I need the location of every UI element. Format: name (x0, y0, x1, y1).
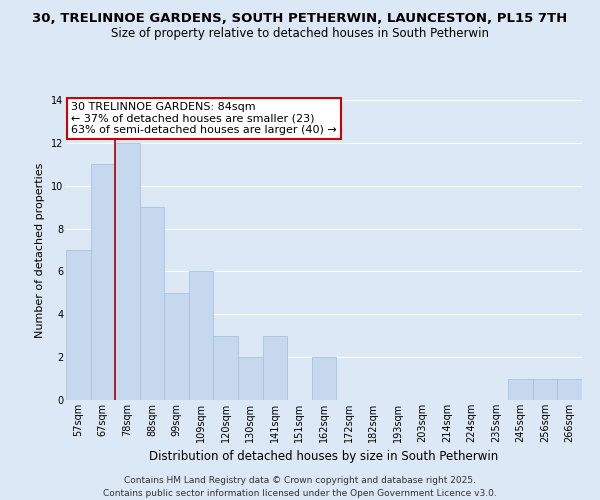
Bar (263, 336, 287, 400)
Y-axis label: Number of detached properties: Number of detached properties (35, 162, 45, 338)
Bar (508, 378, 533, 400)
Bar (115, 143, 140, 400)
Bar (533, 378, 557, 400)
Bar (189, 272, 214, 400)
Bar (66, 250, 91, 400)
Bar (214, 336, 238, 400)
Bar (557, 378, 582, 400)
Bar (91, 164, 115, 400)
Bar (238, 357, 263, 400)
Bar (140, 207, 164, 400)
X-axis label: Distribution of detached houses by size in South Petherwin: Distribution of detached houses by size … (149, 450, 499, 464)
Text: 30 TRELINNOE GARDENS: 84sqm
← 37% of detached houses are smaller (23)
63% of sem: 30 TRELINNOE GARDENS: 84sqm ← 37% of det… (71, 102, 337, 134)
Text: Contains HM Land Registry data © Crown copyright and database right 2025.
Contai: Contains HM Land Registry data © Crown c… (103, 476, 497, 498)
Text: Size of property relative to detached houses in South Petherwin: Size of property relative to detached ho… (111, 28, 489, 40)
Text: 30, TRELINNOE GARDENS, SOUTH PETHERWIN, LAUNCESTON, PL15 7TH: 30, TRELINNOE GARDENS, SOUTH PETHERWIN, … (32, 12, 568, 26)
Bar (164, 293, 189, 400)
Bar (312, 357, 336, 400)
